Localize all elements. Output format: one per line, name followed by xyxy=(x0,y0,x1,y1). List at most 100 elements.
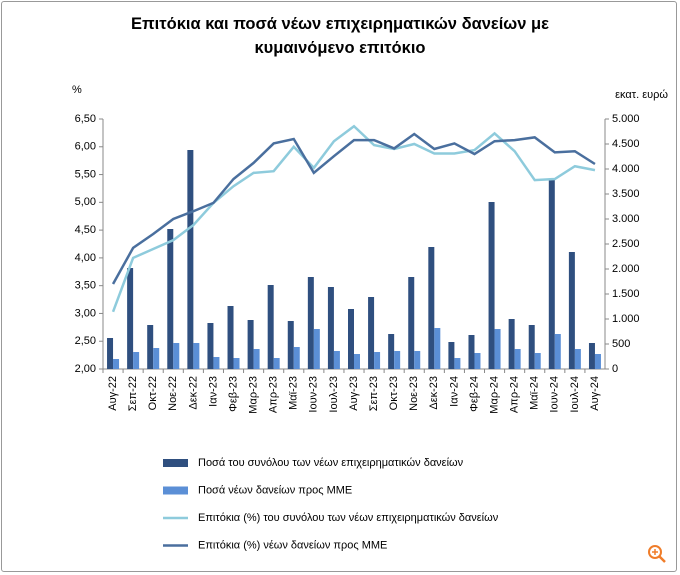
bar xyxy=(193,343,200,369)
x-tick-label: Ιουν-24 xyxy=(549,376,561,413)
y2-tick-label: 2.500 xyxy=(612,238,640,250)
bar xyxy=(368,297,375,369)
bar xyxy=(514,349,521,369)
bar xyxy=(394,351,401,369)
legend-swatch xyxy=(163,459,188,467)
y2-tick-label: 4.500 xyxy=(612,138,640,150)
x-tick-label: Οκτ-22 xyxy=(147,376,159,410)
bar xyxy=(528,325,535,369)
x-tick-label: Ιουλ-24 xyxy=(569,376,581,413)
x-tick-label: Νοε-22 xyxy=(167,376,179,411)
bar xyxy=(474,353,481,369)
bar xyxy=(534,353,541,369)
x-tick-label: Σεπ-22 xyxy=(127,376,139,411)
bar xyxy=(207,323,214,369)
x-tick-label: Απρ-24 xyxy=(509,376,521,413)
y-tick-label: 2,00 xyxy=(75,363,96,375)
y-axis-label: % xyxy=(72,84,82,96)
x-tick-label: Δεκ-22 xyxy=(187,376,199,410)
bar xyxy=(107,338,114,369)
bar xyxy=(327,287,334,369)
bar xyxy=(313,329,320,369)
x-tick-label: Ιαν-24 xyxy=(448,376,460,407)
y2-tick-label: 4.000 xyxy=(612,163,640,175)
chart-title: Επιτόκια και ποσά νέων επιχειρηματικών δ… xyxy=(131,15,549,57)
bar xyxy=(408,277,415,369)
x-tick-label: Αυγ-23 xyxy=(348,376,360,411)
x-tick-label: Φεβ-24 xyxy=(468,376,480,412)
bar xyxy=(494,329,501,369)
bar xyxy=(233,358,240,369)
bar xyxy=(354,354,360,369)
legend-label: Επιτόκια (%) του συνόλου των νέων επιχει… xyxy=(198,512,499,524)
bar xyxy=(173,343,180,369)
bar xyxy=(428,247,435,369)
y-tick-label: 2,50 xyxy=(75,335,96,347)
bar xyxy=(247,320,254,369)
y-tick-label: 4,00 xyxy=(75,252,96,264)
bar xyxy=(333,351,340,369)
bar xyxy=(267,285,274,369)
x-tick-label: Απρ-23 xyxy=(268,376,280,413)
bar xyxy=(253,349,260,369)
x-tick-label: Αυγ-24 xyxy=(589,376,601,411)
bar xyxy=(568,252,575,369)
bar xyxy=(227,306,234,369)
bar xyxy=(488,202,495,369)
bar xyxy=(508,319,515,369)
x-tick-label: Δεκ-23 xyxy=(428,376,440,410)
bar xyxy=(348,309,354,369)
bar xyxy=(153,348,160,369)
bar xyxy=(414,351,421,369)
zoom-icon[interactable] xyxy=(648,545,666,563)
x-tick-label: Μαρ-24 xyxy=(488,376,500,414)
legend-label: Επιτόκια (%) νέων δανείων προς ΜΜΕ xyxy=(198,539,387,551)
bar xyxy=(293,347,300,369)
y2-tick-label: 0 xyxy=(612,363,618,375)
legend-swatch xyxy=(163,486,188,495)
y-tick-label: 3,50 xyxy=(75,280,96,292)
bar xyxy=(548,179,555,369)
bar xyxy=(133,352,140,369)
y-tick-label: 4,50 xyxy=(75,224,96,236)
y2-tick-label: 3.500 xyxy=(612,188,640,200)
x-tick-label: Φεβ-23 xyxy=(227,376,239,412)
x-tick-label: Οκτ-23 xyxy=(388,376,400,410)
bar xyxy=(448,342,455,369)
y-tick-label: 6,00 xyxy=(75,141,96,153)
bar xyxy=(187,150,194,369)
bar xyxy=(287,321,294,369)
y2-axis-label: εκατ. ευρώ xyxy=(615,89,668,101)
y-tick-label: 5,50 xyxy=(75,168,96,180)
x-tick-label: Ιαν-23 xyxy=(207,376,219,407)
bar xyxy=(374,352,381,369)
y-tick-label: 5,00 xyxy=(75,196,96,208)
y2-tick-label: 3.000 xyxy=(612,213,640,225)
legend-label: Ποσά του συνόλου των νέων επιχειρηματικώ… xyxy=(198,457,464,469)
bar xyxy=(434,328,441,369)
y-tick-label: 6,50 xyxy=(75,113,96,125)
bar xyxy=(388,334,395,369)
y2-tick-label: 5.000 xyxy=(612,113,640,125)
x-tick-label: Σεπ-23 xyxy=(368,376,380,411)
bar xyxy=(454,358,461,369)
y2-tick-label: 1.500 xyxy=(612,288,640,300)
y2-tick-label: 2.000 xyxy=(612,263,640,275)
y2-tick-label: 500 xyxy=(612,338,630,350)
bar xyxy=(468,335,475,369)
bar xyxy=(588,343,595,369)
x-tick-label: Μαϊ-23 xyxy=(288,376,300,410)
x-tick-label: Ιουν-23 xyxy=(308,376,320,413)
line xyxy=(111,124,596,313)
bar xyxy=(574,349,581,369)
bar xyxy=(147,325,154,369)
x-tick-label: Αυγ-22 xyxy=(107,376,119,411)
x-tick-label: Ιουλ-23 xyxy=(328,376,340,413)
x-tick-label: Μαϊ-24 xyxy=(529,376,541,410)
x-tick-label: Μαρ-23 xyxy=(248,376,260,414)
bar xyxy=(307,277,314,369)
bar xyxy=(273,358,280,369)
y-tick-label: 3,00 xyxy=(75,307,96,319)
x-tick-label: Νοε-23 xyxy=(408,376,420,411)
